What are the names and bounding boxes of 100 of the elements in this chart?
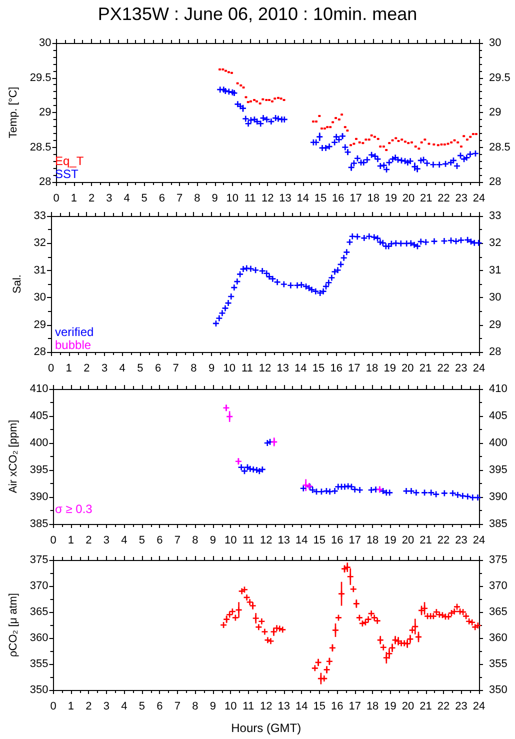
x-tick-label: 6 <box>156 700 163 712</box>
x-tick-label: 23 <box>455 534 468 546</box>
y2-tick-label: 350 <box>489 684 508 696</box>
y-tick-label: 375 <box>30 554 48 566</box>
x-tick-label: 3 <box>103 534 110 546</box>
y-axis-title: ρCO₂ [μ atm] <box>8 593 20 657</box>
y-tick-label: 390 <box>30 491 48 503</box>
x-tick-label: 21 <box>420 534 432 546</box>
y-tick-label: 31 <box>34 264 46 276</box>
y2-tick-label: 32 <box>489 237 502 250</box>
x-tick-label: 14 <box>296 192 310 204</box>
x-tick-label: 2 <box>86 700 92 712</box>
x-tick-label: 22 <box>437 534 450 546</box>
y2-tick-label: 375 <box>489 554 508 566</box>
x-tick-label: 3 <box>106 192 112 204</box>
y-tick-label: 28 <box>39 176 52 188</box>
y2-tick-label: 31 <box>489 264 502 276</box>
x-tick-label: 0 <box>50 700 56 712</box>
y-tick-label: 410 <box>30 383 48 395</box>
y-tick-label: 355 <box>30 658 48 670</box>
x-tick-label: 14 <box>294 362 307 374</box>
x-tick-label: 9 <box>210 534 216 546</box>
x-tick-label: 19 <box>384 700 396 712</box>
x-tick-label: 7 <box>176 192 183 204</box>
x-tick-label: 22 <box>437 700 450 712</box>
text: σ ≥ 0.3 <box>55 502 93 516</box>
y2-tick-label: 28 <box>489 346 502 358</box>
x-tick-label: 24 <box>472 362 486 374</box>
x-tick-label: 7 <box>172 362 179 374</box>
y-tick-label: 32 <box>34 237 46 250</box>
y-tick-label: 370 <box>30 580 48 592</box>
x-tick-label: 23 <box>455 362 468 374</box>
x-tick-label: 20 <box>402 192 415 204</box>
x-tick-label: 3 <box>101 362 108 374</box>
y-tick-label: 29 <box>39 106 52 118</box>
x-tick-label: 2 <box>84 362 90 374</box>
y-tick-label: 365 <box>30 606 48 618</box>
x-tick-label: 8 <box>192 700 198 712</box>
x-tick-label: 22 <box>438 192 450 204</box>
x-tick-label: 10 <box>224 700 237 712</box>
y2-tick-label: 390 <box>489 491 508 503</box>
x-tick-label: 19 <box>384 362 396 374</box>
y-axis-title: Temp. [°C] <box>8 86 20 138</box>
y-tick-label: 28.5 <box>30 141 52 154</box>
x-tick-label: 19 <box>384 534 396 546</box>
y2-tick-label: 29 <box>489 106 502 118</box>
x-tick-label: 6 <box>156 534 163 546</box>
x-tick-label: 5 <box>141 192 148 204</box>
x-tick-label: 21 <box>420 700 432 712</box>
x-tick-label: 21 <box>420 192 432 204</box>
y2-tick-label: 385 <box>489 518 508 530</box>
x-tick-label: 12 <box>258 362 272 374</box>
y-tick-label: 405 <box>30 410 48 422</box>
x-tick-label: 6 <box>158 192 166 204</box>
x-tick-label: 23 <box>455 192 468 204</box>
y2-tick-label: 365 <box>489 606 508 618</box>
legend-label: bubble <box>55 338 92 352</box>
y2-tick-label: 29 <box>489 318 502 331</box>
x-tick-label: 24 <box>472 192 486 204</box>
x-tick-label: 9 <box>210 700 216 712</box>
y-tick-label: 360 <box>30 632 48 644</box>
x-tick-label: 5 <box>138 534 146 546</box>
x-tick-label: 18 <box>366 700 379 712</box>
x-tick-label: 0 <box>53 192 60 204</box>
x-tick-label: 8 <box>190 362 197 374</box>
x-tick-label: 12 <box>260 700 272 712</box>
x-tick-label: 7 <box>174 534 180 546</box>
y-axis-title: Air xCO₂ [ppm] <box>8 420 20 494</box>
y-tick-label: 385 <box>30 518 48 530</box>
x-tick-label: 18 <box>366 534 379 546</box>
y-tick-label: 29.5 <box>30 72 52 84</box>
y-axis-title: Sal. <box>11 274 24 294</box>
y-tick-label: 30 <box>34 292 46 304</box>
x-tick-label: 4 <box>121 534 128 546</box>
x-tick-label: 18 <box>366 362 378 374</box>
x-tick-label: 4 <box>119 362 126 374</box>
y-tick-label: 33 <box>34 210 46 222</box>
x-tick-label: 8 <box>194 192 200 204</box>
x-tick-label: 10 <box>224 534 237 546</box>
x-tick-label: 20 <box>402 534 414 546</box>
x-tick-label: 20 <box>402 700 414 712</box>
x-tick-label: 17 <box>348 534 361 546</box>
x-tick-label: 1 <box>66 362 72 374</box>
x-tick-label: 1 <box>70 192 77 204</box>
x-tick-label: 23 <box>455 700 468 712</box>
x-tick-label: 3 <box>103 700 110 712</box>
y2-tick-label: 30 <box>489 292 502 304</box>
x-tick-label: 0 <box>50 534 56 546</box>
y2-tick-label: 355 <box>489 658 508 670</box>
y-tick-label: 395 <box>30 464 48 476</box>
y2-tick-label: 360 <box>489 632 508 644</box>
x-tick-label: 2 <box>86 534 92 546</box>
y2-tick-label: 33 <box>489 210 502 222</box>
x-tick-label: 10 <box>223 362 236 374</box>
x-tick-label: 19 <box>384 192 398 204</box>
y2-tick-label: 400 <box>489 437 508 449</box>
x-tick-label: 15 <box>314 192 327 204</box>
x-tick-label: 15 <box>312 362 325 374</box>
text: verified <box>55 325 94 339</box>
y2-tick-label: 30 <box>489 37 502 49</box>
